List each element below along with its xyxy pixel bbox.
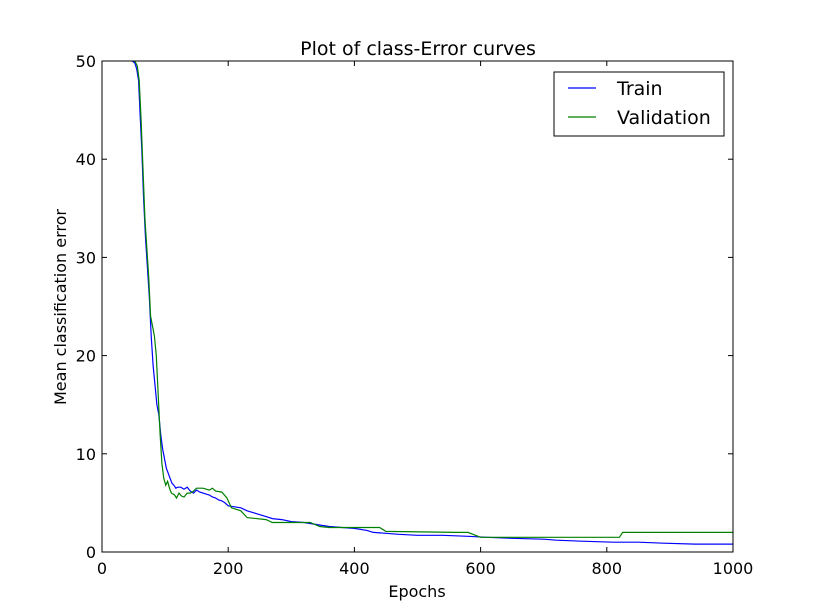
plot-area: 0 200 400 600 800 1000 0 10 20 30 40 50 Train Validat…: [76, 52, 754, 578]
chart-title: Plot of class-Error curves: [300, 38, 536, 60]
y-tick-label: 30: [76, 248, 96, 267]
y-tick-label: 50: [76, 52, 96, 71]
y-tick-label: 20: [76, 347, 96, 366]
x-tick-label: 200: [213, 559, 244, 578]
x-tick-label: 400: [339, 559, 370, 578]
series-line-validation: [131, 61, 733, 538]
x-tick-label: 1000: [713, 559, 754, 578]
y-tick-label: 0: [86, 543, 96, 562]
series-line-train: [131, 61, 733, 545]
x-tick-label: 600: [465, 559, 496, 578]
y-tick-label: 40: [76, 150, 96, 169]
plot-frame: [101, 60, 734, 553]
x-tick-label: 0: [97, 559, 107, 578]
x-axis-label: Epochs: [388, 582, 445, 601]
y-axis-label: Mean classification error: [51, 209, 70, 405]
x-tick-label: 800: [592, 559, 623, 578]
legend-box: [553, 71, 725, 137]
legend-label-train: Train: [616, 78, 663, 100]
legend-label-validation: Validation: [617, 107, 711, 129]
y-tick-label: 10: [76, 445, 96, 464]
